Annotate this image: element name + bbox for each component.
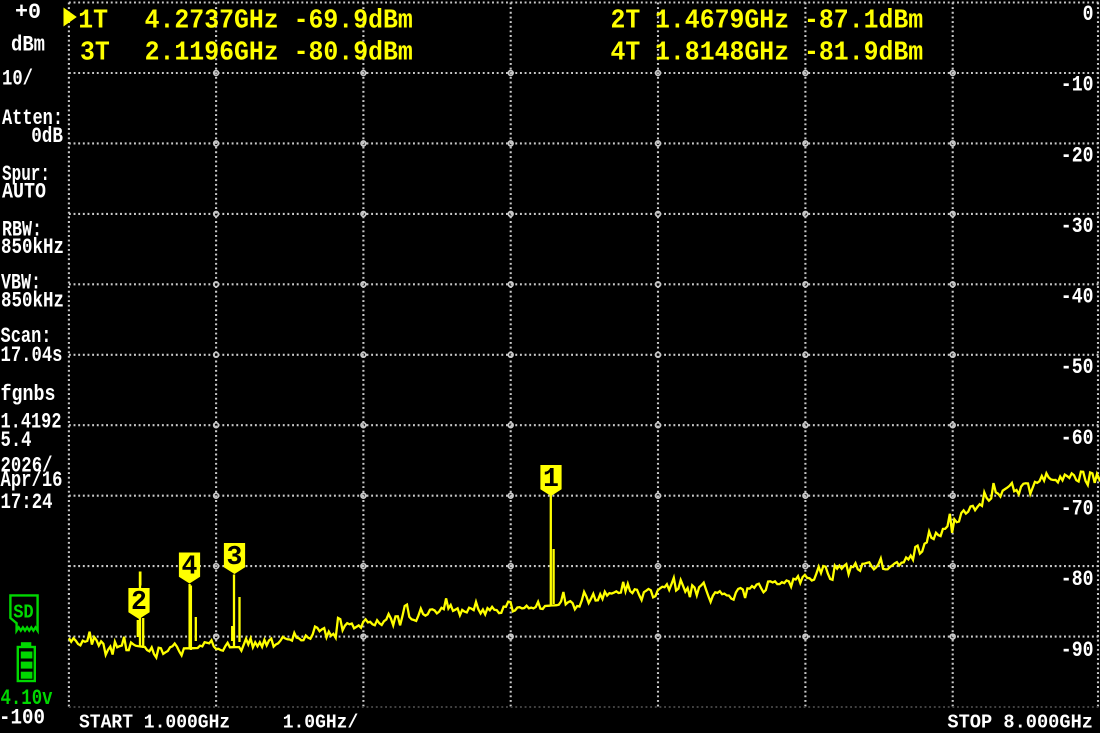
svg-text:17:24: 17:24: [1, 490, 53, 515]
svg-text:5.4: 5.4: [1, 428, 32, 453]
svg-text:0: 0: [1083, 2, 1094, 27]
svg-text:-90: -90: [1061, 638, 1094, 663]
svg-text:-60: -60: [1061, 426, 1094, 451]
svg-text:Scan:: Scan:: [1, 324, 52, 349]
svg-text:-10: -10: [1061, 73, 1094, 98]
svg-text:STOP 8.000GHz: STOP 8.000GHz: [947, 712, 1093, 733]
svg-text:1: 1: [543, 464, 559, 494]
svg-text:START 1.000GHz: START 1.000GHz: [79, 712, 230, 733]
svg-text:4.2737GHz -69.9dBm: 4.2737GHz -69.9dBm: [145, 5, 413, 35]
svg-text:SD: SD: [13, 602, 34, 624]
svg-text:-50: -50: [1061, 355, 1094, 380]
svg-text:-100: -100: [0, 705, 45, 730]
svg-text:2026/: 2026/: [1, 453, 53, 478]
svg-text:17.04s: 17.04s: [1, 343, 63, 368]
svg-text:0dB: 0dB: [31, 124, 63, 149]
svg-text:2.1196GHz -80.9dBm: 2.1196GHz -80.9dBm: [145, 37, 413, 67]
svg-text:-40: -40: [1061, 285, 1094, 310]
svg-text:1.8148GHz -81.9dBm: 1.8148GHz -81.9dBm: [655, 37, 923, 67]
svg-text:850kHz: 850kHz: [1, 288, 64, 313]
svg-text:-70: -70: [1061, 497, 1094, 522]
svg-text:-30: -30: [1061, 214, 1094, 239]
svg-text:+0: +0: [15, 0, 41, 25]
svg-text:AUTO: AUTO: [2, 180, 46, 205]
svg-text:850kHz: 850kHz: [1, 235, 64, 260]
svg-text:Spur:: Spur:: [2, 162, 50, 187]
svg-text:dBm: dBm: [11, 33, 45, 58]
svg-text:4.10v: 4.10v: [1, 686, 53, 711]
svg-text:2T: 2T: [611, 5, 641, 35]
svg-text:3T: 3T: [80, 37, 110, 67]
svg-text:1.4679GHz -87.1dBm: 1.4679GHz -87.1dBm: [655, 5, 923, 35]
svg-text:10/: 10/: [2, 67, 33, 92]
svg-text:1T: 1T: [78, 5, 108, 35]
svg-text:4: 4: [182, 552, 198, 582]
svg-text:-20: -20: [1061, 143, 1094, 168]
svg-text:Apr/16: Apr/16: [1, 468, 63, 493]
svg-text:RBW:: RBW:: [2, 218, 42, 243]
svg-text:Atten:: Atten:: [2, 106, 63, 131]
svg-text:1.0GHz/: 1.0GHz/: [283, 712, 359, 733]
svg-text:4T: 4T: [611, 37, 641, 67]
svg-text:2: 2: [131, 587, 147, 617]
svg-text:fgnbs: fgnbs: [1, 382, 56, 407]
svg-text:-80: -80: [1061, 567, 1094, 592]
svg-text:3: 3: [227, 542, 243, 572]
svg-text:1.4192: 1.4192: [1, 409, 62, 434]
svg-text:VBW:: VBW:: [1, 271, 41, 296]
